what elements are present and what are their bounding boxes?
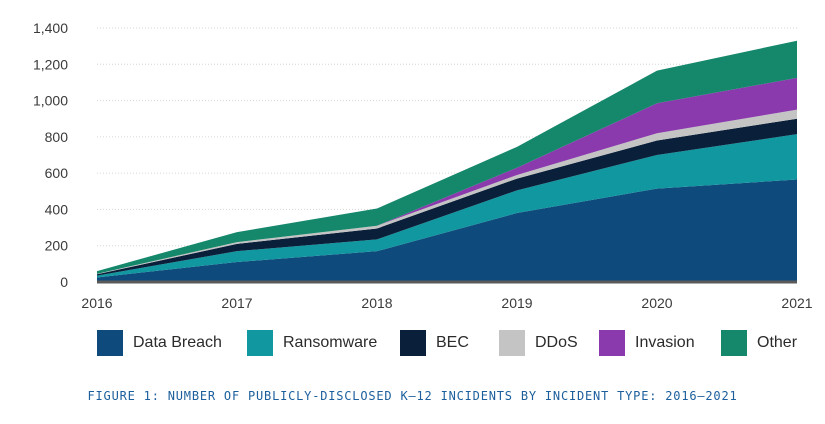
x-tick-label: 2016 bbox=[81, 295, 112, 311]
y-axis-tick-labels: 0 200 400 600 800 1,000 1,200 1,400 bbox=[33, 20, 68, 290]
y-tick-label: 1,000 bbox=[33, 93, 68, 109]
legend-label: Data Breach bbox=[133, 334, 222, 351]
x-tick-label: 2017 bbox=[221, 295, 252, 311]
legend-swatch bbox=[97, 330, 123, 356]
area-data-breach bbox=[97, 179, 797, 282]
area-ddos bbox=[97, 109, 797, 275]
legend-label: Other bbox=[757, 334, 798, 351]
legend-swatch bbox=[599, 330, 625, 356]
x-axis-tick-labels: 2016 2017 2018 2019 2020 2021 bbox=[81, 295, 812, 311]
legend-item-invasion: Invasion bbox=[599, 329, 695, 357]
area-invasion bbox=[97, 77, 797, 274]
y-tick-label: 800 bbox=[45, 129, 69, 145]
legend-swatch bbox=[499, 330, 525, 356]
x-tick-label: 2021 bbox=[781, 295, 812, 311]
series-areas bbox=[97, 40, 797, 282]
x-tick-label: 2018 bbox=[361, 295, 392, 311]
legend-label: DDoS bbox=[535, 334, 578, 351]
legend-label: BEC bbox=[436, 334, 469, 351]
area-other bbox=[97, 40, 797, 274]
legend-label: Ransomware bbox=[283, 334, 378, 351]
x-tick-label: 2019 bbox=[501, 295, 532, 311]
legend-item-other: Other bbox=[721, 329, 797, 357]
legend-label: Invasion bbox=[635, 334, 695, 351]
area-ransomware bbox=[97, 134, 797, 278]
y-tick-label: 600 bbox=[45, 165, 69, 181]
figure-caption: FIGURE 1: NUMBER OF PUBLICLY-DISCLOSED K… bbox=[87, 389, 738, 403]
legend-swatch bbox=[721, 330, 747, 356]
legend-swatch bbox=[400, 330, 426, 356]
x-tick-label: 2020 bbox=[641, 295, 672, 311]
legend: Data Breach Ransomware BEC DDoS Invasion Othe… bbox=[0, 329, 825, 359]
legend-item-bec: BEC bbox=[400, 329, 469, 357]
legend-item-data-breach: Data Breach bbox=[97, 329, 222, 357]
legend-item-ransomware: Ransomware bbox=[247, 329, 377, 357]
y-tick-label: 400 bbox=[45, 201, 69, 217]
area-bec bbox=[97, 118, 797, 276]
y-tick-label: 1,400 bbox=[33, 20, 68, 36]
legend-item-ddos: DDoS bbox=[499, 329, 578, 357]
y-tick-label: 1,200 bbox=[33, 56, 68, 72]
y-tick-label: 200 bbox=[45, 238, 69, 254]
y-tick-label: 0 bbox=[60, 274, 68, 290]
legend-swatch bbox=[247, 330, 273, 356]
